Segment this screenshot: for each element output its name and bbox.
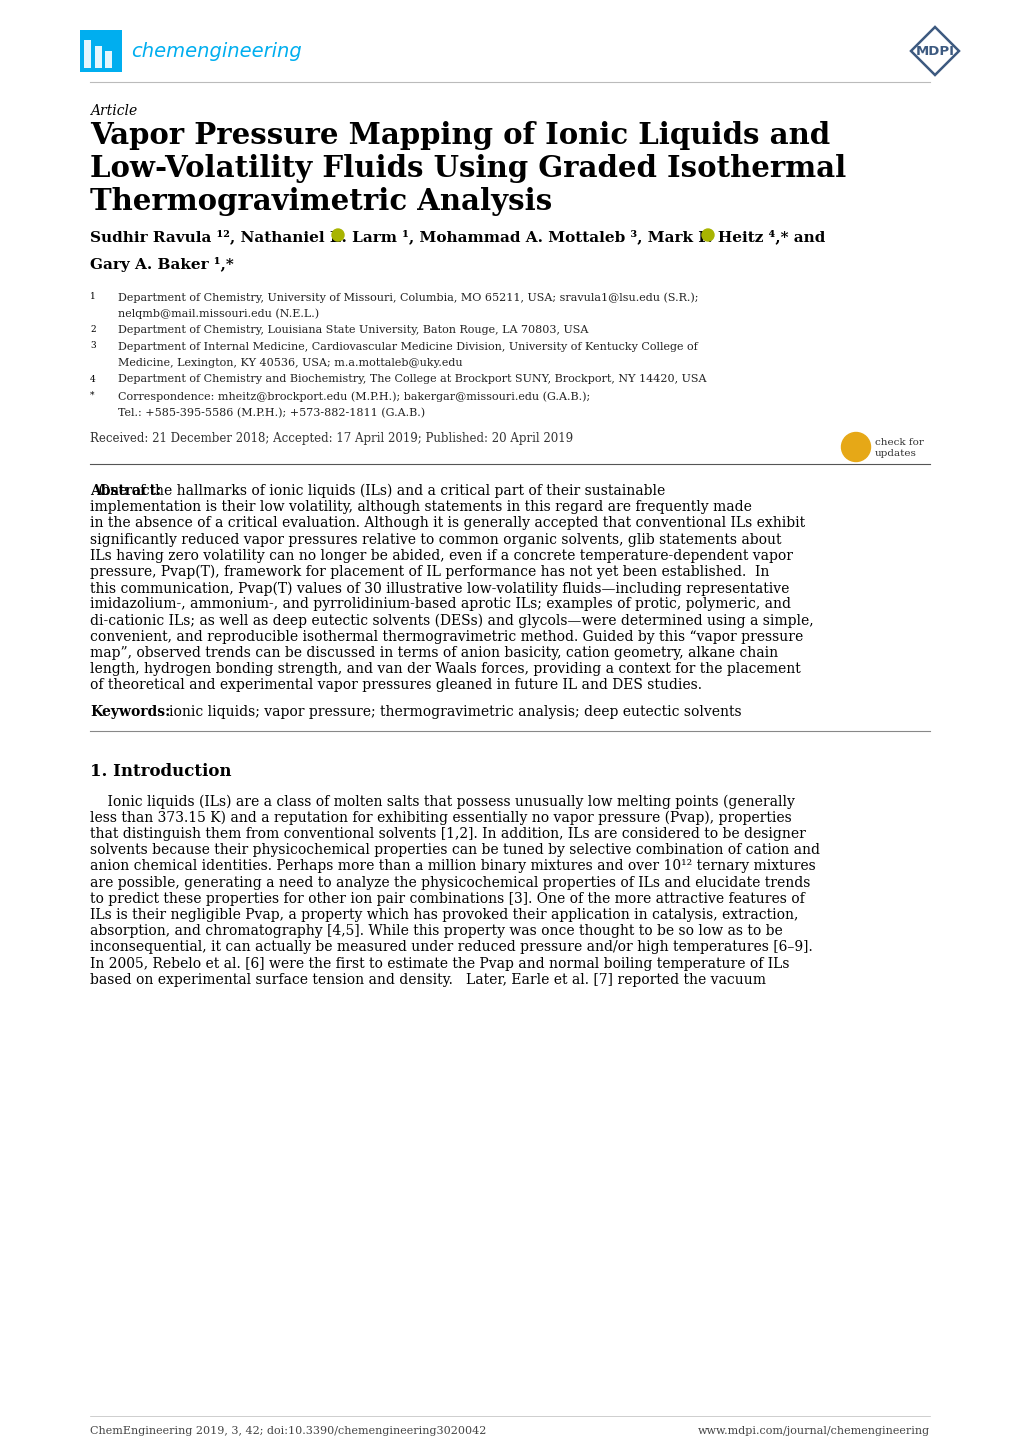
Text: Department of Internal Medicine, Cardiovascular Medicine Division, University of: Department of Internal Medicine, Cardiov… [118,342,697,352]
Text: iD: iD [334,232,341,238]
Text: Keywords:: Keywords: [90,705,170,718]
Text: ILs is their negligible Pvap, a property which has provoked their application in: ILs is their negligible Pvap, a property… [90,908,798,921]
Circle shape [701,229,713,241]
Text: Sudhir Ravula ¹², Nathaniel E. Larm ¹, Mohammad A. Mottaleb ³, Mark P. Heitz ⁴,*: Sudhir Ravula ¹², Nathaniel E. Larm ¹, M… [90,229,824,244]
Text: 1: 1 [90,291,96,301]
Text: 3: 3 [90,342,96,350]
Text: in the absence of a critical evaluation. Although it is generally accepted that : in the absence of a critical evaluation.… [90,516,804,531]
Text: are possible, generating a need to analyze the physicochemical properties of ILs: are possible, generating a need to analy… [90,875,809,890]
Text: inconsequential, it can actually be measured under reduced pressure and/or high : inconsequential, it can actually be meas… [90,940,812,955]
Text: ChemEngineering 2019, 3, 42; doi:10.3390/chemengineering3020042: ChemEngineering 2019, 3, 42; doi:10.3390… [90,1426,486,1436]
Text: that distinguish them from conventional solvents [1,2]. In addition, ILs are con: that distinguish them from conventional … [90,828,805,841]
Text: Tel.: +585-395-5586 (M.P.H.); +573-882-1811 (G.A.B.): Tel.: +585-395-5586 (M.P.H.); +573-882-1… [118,408,425,418]
Text: 2: 2 [90,324,96,335]
Text: Article: Article [90,104,138,118]
Text: significantly reduced vapor pressures relative to common organic solvents, glib : significantly reduced vapor pressures re… [90,532,781,547]
Text: 1. Introduction: 1. Introduction [90,763,231,780]
Text: solvents because their physicochemical properties can be tuned by selective comb: solvents because their physicochemical p… [90,844,819,857]
Text: length, hydrogen bonding strength, and van der Waals forces, providing a context: length, hydrogen bonding strength, and v… [90,662,800,676]
Text: In 2005, Rebelo et al. [6] were the first to estimate the Pvap and normal boilin: In 2005, Rebelo et al. [6] were the firs… [90,956,789,970]
Text: Received: 21 December 2018; Accepted: 17 April 2019; Published: 20 April 2019: Received: 21 December 2018; Accepted: 17… [90,433,573,446]
Text: chemengineering: chemengineering [130,42,302,61]
Text: Medicine, Lexington, KY 40536, USA; m.a.mottaleb@uky.edu: Medicine, Lexington, KY 40536, USA; m.a.… [118,358,463,368]
Text: Vapor Pressure Mapping of Ionic Liquids and: Vapor Pressure Mapping of Ionic Liquids … [90,121,829,150]
Text: check for
updates: check for updates [874,438,923,459]
Text: nelqmb@mail.missouri.edu (N.E.L.): nelqmb@mail.missouri.edu (N.E.L.) [118,309,319,319]
Text: www.mdpi.com/journal/chemengineering: www.mdpi.com/journal/chemengineering [697,1426,929,1436]
Text: imidazolium-, ammonium-, and pyrrolidinium-based aprotic ILs; examples of protic: imidazolium-, ammonium-, and pyrrolidini… [90,597,790,611]
Text: iD: iD [704,232,711,238]
Circle shape [331,229,343,241]
Text: Thermogravimetric Analysis: Thermogravimetric Analysis [90,187,551,216]
Text: map”, observed trends can be discussed in terms of anion basicity, cation geomet: map”, observed trends can be discussed i… [90,646,777,660]
Text: One of the hallmarks of ionic liquids (ILs) and a critical part of their sustain: One of the hallmarks of ionic liquids (I… [90,485,664,499]
Text: 4: 4 [90,375,96,384]
Text: absorption, and chromatography [4,5]. While this property was once thought to be: absorption, and chromatography [4,5]. Wh… [90,924,782,939]
Text: ILs having zero volatility can no longer be abided, even if a concrete temperatu: ILs having zero volatility can no longer… [90,549,792,562]
Text: of theoretical and experimental vapor pressures gleaned in future IL and DES stu: of theoretical and experimental vapor pr… [90,678,701,692]
Text: *: * [90,391,95,399]
FancyBboxPatch shape [84,40,91,68]
Text: Department of Chemistry, Louisiana State University, Baton Rouge, LA 70803, USA: Department of Chemistry, Louisiana State… [118,324,588,335]
Text: anion chemical identities. Perhaps more than a million binary mixtures and over : anion chemical identities. Perhaps more … [90,859,815,874]
FancyBboxPatch shape [95,46,102,68]
Text: based on experimental surface tension and density.   Later, Earle et al. [7] rep: based on experimental surface tension an… [90,973,765,986]
Text: Gary A. Baker ¹,*: Gary A. Baker ¹,* [90,257,233,273]
Text: this communication, Pvap(T) values of 30 illustrative low-volatility fluids—incl: this communication, Pvap(T) values of 30… [90,581,789,596]
FancyBboxPatch shape [79,30,122,72]
Circle shape [841,433,869,461]
Text: Abstract:: Abstract: [90,485,161,497]
Text: MDPI: MDPI [915,45,954,58]
Text: di-cationic ILs; as well as deep eutectic solvents (DESs) and glycols—were deter: di-cationic ILs; as well as deep eutecti… [90,614,813,627]
Text: Department of Chemistry, University of Missouri, Columbia, MO 65211, USA; sravul: Department of Chemistry, University of M… [118,291,698,303]
Text: less than 373.15 K) and a reputation for exhibiting essentially no vapor pressur: less than 373.15 K) and a reputation for… [90,810,791,825]
Text: convenient, and reproducible isothermal thermogravimetric method. Guided by this: convenient, and reproducible isothermal … [90,630,803,643]
Text: Ionic liquids (ILs) are a class of molten salts that possess unusually low melti: Ionic liquids (ILs) are a class of molte… [90,795,794,809]
Text: pressure, Pvap(T), framework for placement of IL performance has not yet been es: pressure, Pvap(T), framework for placeme… [90,565,768,580]
Text: ionic liquids; vapor pressure; thermogravimetric analysis; deep eutectic solvent: ionic liquids; vapor pressure; thermogra… [169,705,741,718]
Text: implementation is their low volatility, although statements in this regard are f: implementation is their low volatility, … [90,500,751,515]
Text: Correspondence: mheitz@brockport.edu (M.P.H.); bakergar@missouri.edu (G.A.B.);: Correspondence: mheitz@brockport.edu (M.… [118,391,590,401]
Text: to predict these properties for other ion pair combinations [3]. One of the more: to predict these properties for other io… [90,891,804,906]
Text: ✓: ✓ [848,441,863,459]
FancyBboxPatch shape [105,50,111,68]
Text: Department of Chemistry and Biochemistry, The College at Brockport SUNY, Brockpo: Department of Chemistry and Biochemistry… [118,375,706,385]
Text: Low-Volatility Fluids Using Graded Isothermal: Low-Volatility Fluids Using Graded Isoth… [90,154,846,183]
